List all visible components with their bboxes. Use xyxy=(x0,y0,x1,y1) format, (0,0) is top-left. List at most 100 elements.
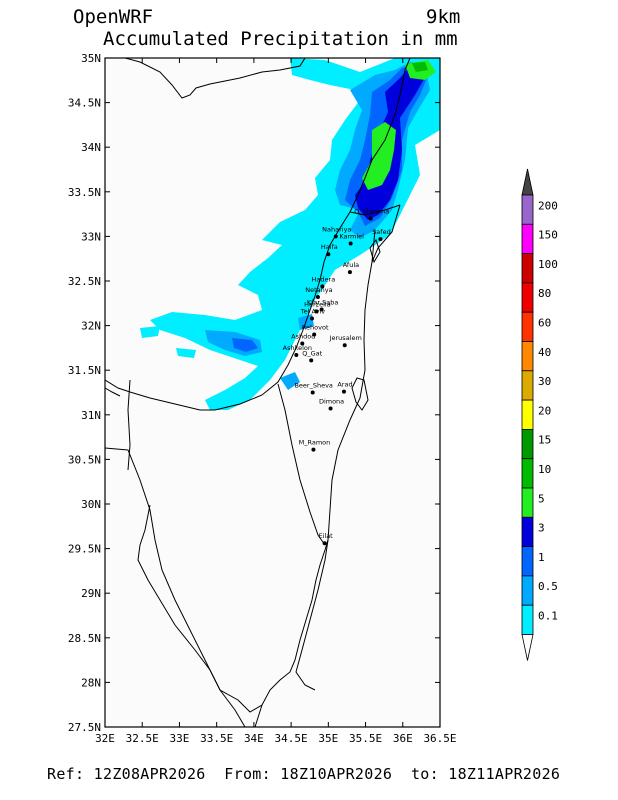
lat-tick-label: 30.5N xyxy=(68,453,101,466)
city-label: Nahariya xyxy=(322,225,351,233)
lat-tick-label: 35N xyxy=(81,52,101,65)
city-marker xyxy=(348,241,353,246)
lon-tick-label: 32.5E xyxy=(126,732,159,745)
lon-tick-label: 34E xyxy=(244,732,264,745)
city-marker xyxy=(378,237,383,242)
precip-band-0.5 xyxy=(280,372,300,390)
time-footer: Ref: 12Z08APR2026 From: 18Z10APR2026 to:… xyxy=(47,765,560,783)
lon-tick-label: 33.5E xyxy=(200,732,233,745)
lon-tick-label: 32E xyxy=(95,732,115,745)
city-label: M_Ramon xyxy=(299,439,331,447)
mediterranean-coast xyxy=(104,57,411,411)
legend-swatch xyxy=(521,194,534,225)
city-label: Eilat xyxy=(318,532,333,540)
city-marker xyxy=(322,541,327,546)
precip-band-5 xyxy=(362,122,396,190)
city-label: Ashdod xyxy=(291,332,315,340)
lat-tick-label: 32N xyxy=(81,320,101,333)
precip-speck xyxy=(176,348,196,358)
city-label: Dimona xyxy=(319,398,344,406)
syria-border xyxy=(371,204,401,263)
gulf-of-suez-coast xyxy=(104,447,246,728)
legend-level-label: 40 xyxy=(538,346,551,359)
legend-swatch xyxy=(521,487,534,518)
legend-swatch xyxy=(521,575,534,606)
city-label: Haifa xyxy=(321,243,338,251)
lon-tick-label: 36E xyxy=(393,732,413,745)
city-marker xyxy=(341,389,346,394)
suez-canal xyxy=(127,379,131,471)
red-sea-coast xyxy=(254,704,263,728)
resolution-label: 9km xyxy=(426,6,461,28)
city-label: Beer_Sheva xyxy=(294,382,332,390)
city-label: Q_Shmona xyxy=(354,208,389,216)
lat-tick-label: 34N xyxy=(81,141,101,154)
city-marker xyxy=(294,353,299,358)
city-label: Arad xyxy=(337,381,352,389)
legend-swatch xyxy=(521,458,534,489)
lat-tick-label: 28N xyxy=(81,676,101,689)
city-marker xyxy=(368,216,373,221)
precip-band-10 xyxy=(412,62,428,72)
legend-swatch xyxy=(521,428,534,460)
legend-level-label: 100 xyxy=(538,258,558,271)
aqaba-gulf-east xyxy=(295,539,329,691)
legend-swatch xyxy=(521,253,534,284)
legend-level-label: 1 xyxy=(538,551,545,564)
city-marker xyxy=(342,343,347,348)
legend-level-label: 0.1 xyxy=(538,609,558,622)
city-label: Kfar Saba xyxy=(307,299,339,307)
lon-tick-label: 33E xyxy=(170,732,190,745)
lon-tick-label: 35E xyxy=(318,732,338,745)
city-label: Netanya xyxy=(305,286,332,294)
legend-swatch xyxy=(521,516,534,547)
lat-tick-label: 30N xyxy=(81,498,101,511)
axis-ticks: 35N 34.5N 34N 33.5N 33N 32.5N 32N 31.5N 31N 30.5N… xyxy=(68,52,457,745)
city-label: Afula xyxy=(343,261,359,269)
city-label: Herzelia xyxy=(304,300,331,308)
lon-tick-label: 36.5E xyxy=(423,732,456,745)
city-marker xyxy=(347,270,352,275)
legend-level-label: 80 xyxy=(538,287,551,300)
city-label: Tel Aviv xyxy=(300,307,325,315)
israel-egypt-border xyxy=(277,383,326,546)
lat-tick-label: 29.5N xyxy=(68,543,101,556)
lat-tick-label: 31N xyxy=(81,409,101,422)
legend-level-label: 0.5 xyxy=(538,580,558,593)
city-label: Q_Gat xyxy=(302,349,322,357)
city-marker xyxy=(310,390,315,395)
legend-swatch xyxy=(521,370,534,401)
city-marker xyxy=(311,447,316,452)
precip-band-1 xyxy=(232,338,258,352)
legend-level-label: 5 xyxy=(538,492,545,505)
city-label: Ashkelon xyxy=(283,344,312,352)
jordan-border xyxy=(327,229,376,541)
legend-swatch xyxy=(521,311,534,342)
city-label: Jerusalem xyxy=(329,334,362,342)
city-marker xyxy=(320,284,325,289)
legend-level-label: 20 xyxy=(538,404,551,417)
legend-level-label: 10 xyxy=(538,463,551,476)
precip-speck xyxy=(140,326,160,338)
city-marker xyxy=(333,234,338,239)
lat-tick-label: 27.5N xyxy=(68,721,101,734)
legend-swatch xyxy=(521,341,534,372)
city-label: Safed xyxy=(372,228,391,236)
field-title: Accumulated Precipitation in mm xyxy=(103,28,458,50)
lat-tick-label: 33N xyxy=(81,230,101,243)
legend-level-label: 60 xyxy=(538,316,551,329)
city-label: Karmiel xyxy=(339,233,364,241)
legend-level-label: 15 xyxy=(538,434,551,447)
legend-swatch xyxy=(521,546,534,577)
to-time: to: 18Z11APR2026 xyxy=(410,765,561,783)
city-marker xyxy=(300,341,305,346)
legend-level-label: 30 xyxy=(538,375,551,388)
legend-arrow-top xyxy=(521,168,534,196)
sinai-west-coast xyxy=(137,504,329,713)
legend-level-label: 150 xyxy=(538,229,558,242)
legend-swatch xyxy=(521,282,534,313)
city-marker xyxy=(315,295,320,300)
dead-sea xyxy=(351,377,369,411)
